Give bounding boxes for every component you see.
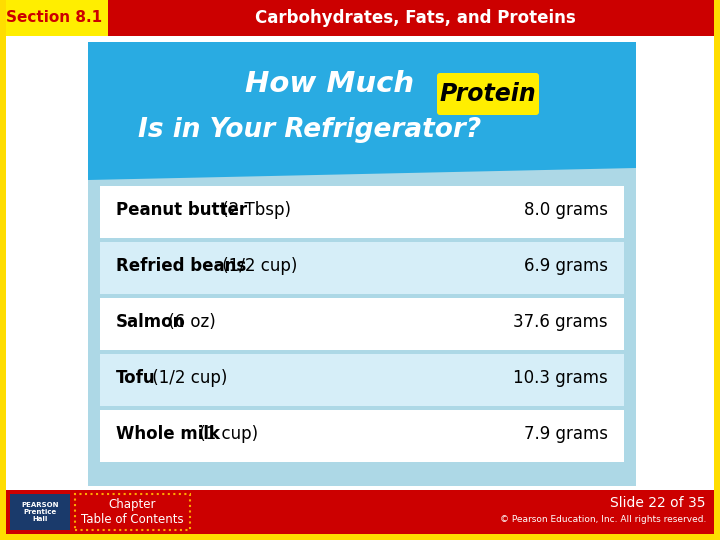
Text: (6 oz): (6 oz) bbox=[163, 313, 215, 331]
FancyBboxPatch shape bbox=[6, 0, 714, 36]
Text: Whole milk: Whole milk bbox=[116, 425, 220, 443]
FancyBboxPatch shape bbox=[6, 0, 108, 36]
Text: Slide 22 of 35: Slide 22 of 35 bbox=[611, 496, 706, 510]
Text: (1 cup): (1 cup) bbox=[194, 425, 258, 443]
FancyBboxPatch shape bbox=[75, 494, 190, 530]
FancyBboxPatch shape bbox=[88, 42, 636, 486]
Text: (1/2 cup): (1/2 cup) bbox=[147, 369, 228, 387]
Text: Refried beans: Refried beans bbox=[116, 257, 246, 275]
FancyBboxPatch shape bbox=[100, 186, 624, 238]
Text: How Much: How Much bbox=[246, 70, 415, 98]
FancyBboxPatch shape bbox=[100, 242, 624, 294]
Text: Protein: Protein bbox=[440, 82, 536, 106]
Text: © Pearson Education, Inc. All rights reserved.: © Pearson Education, Inc. All rights res… bbox=[500, 516, 706, 524]
Text: Chapter
Table of Contents: Chapter Table of Contents bbox=[81, 498, 184, 526]
FancyBboxPatch shape bbox=[6, 490, 714, 534]
Text: Peanut butter: Peanut butter bbox=[116, 201, 247, 219]
Text: Section 8.1: Section 8.1 bbox=[6, 10, 102, 25]
FancyBboxPatch shape bbox=[100, 354, 624, 406]
Text: 7.9 grams: 7.9 grams bbox=[524, 425, 608, 443]
Text: 10.3 grams: 10.3 grams bbox=[513, 369, 608, 387]
Text: 37.6 grams: 37.6 grams bbox=[513, 313, 608, 331]
Text: (2 Tbsp): (2 Tbsp) bbox=[217, 201, 292, 219]
Text: PEARSON
Prentice
Hall: PEARSON Prentice Hall bbox=[22, 502, 59, 522]
FancyBboxPatch shape bbox=[437, 73, 539, 115]
Text: Salmon: Salmon bbox=[116, 313, 185, 331]
Text: 6.9 grams: 6.9 grams bbox=[524, 257, 608, 275]
Text: Is in Your Refrigerator?: Is in Your Refrigerator? bbox=[138, 117, 482, 143]
Text: (1/2 cup): (1/2 cup) bbox=[217, 257, 298, 275]
Text: 8.0 grams: 8.0 grams bbox=[524, 201, 608, 219]
Text: Carbohydrates, Fats, and Proteins: Carbohydrates, Fats, and Proteins bbox=[255, 9, 575, 27]
Polygon shape bbox=[88, 42, 636, 180]
FancyBboxPatch shape bbox=[10, 494, 70, 530]
Text: Tofu: Tofu bbox=[116, 369, 156, 387]
FancyBboxPatch shape bbox=[100, 298, 624, 350]
FancyBboxPatch shape bbox=[6, 6, 714, 534]
FancyBboxPatch shape bbox=[100, 410, 624, 462]
